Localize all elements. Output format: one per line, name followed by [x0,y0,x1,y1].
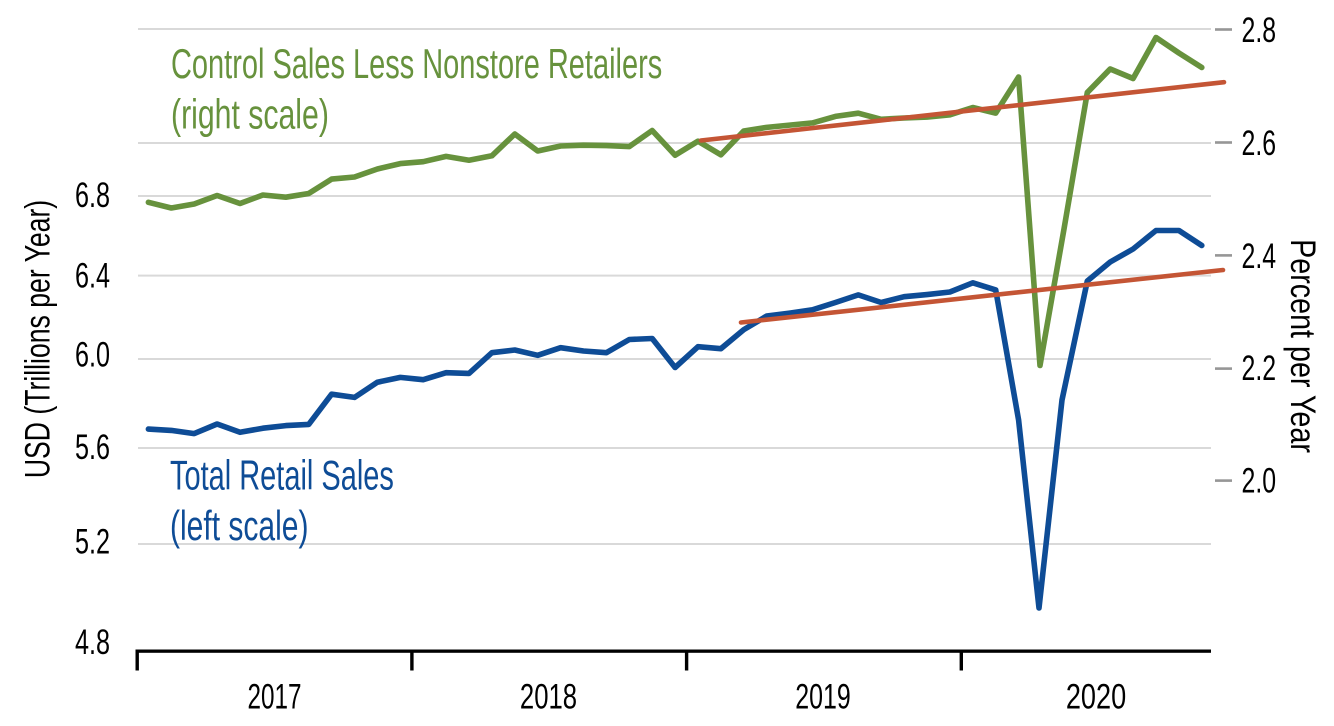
svg-text:2.4: 2.4 [1242,238,1277,276]
svg-text:2018: 2018 [520,677,577,717]
svg-text:(left scale): (left scale) [170,502,308,549]
svg-text:Control Sales Less Nonstore Re: Control Sales Less Nonstore Retailers [171,39,662,87]
svg-text:(right scale): (right scale) [171,90,329,137]
svg-text:USD (Trillions per Year): USD (Trillions per Year) [18,200,57,478]
svg-text:5.2: 5.2 [75,523,110,562]
svg-text:4.8: 4.8 [75,623,110,662]
svg-text:6.8: 6.8 [75,176,110,215]
svg-text:6.4: 6.4 [75,257,110,296]
svg-text:2019: 2019 [795,677,850,716]
svg-text:2017: 2017 [247,678,301,716]
svg-text:6.0: 6.0 [75,335,110,374]
svg-text:2020: 2020 [1066,677,1126,716]
svg-text:2.6: 2.6 [1242,125,1277,163]
svg-text:Percent per Year: Percent per Year [1283,239,1322,453]
svg-text:Total Retail Sales: Total Retail Sales [170,451,394,499]
svg-text:2.8: 2.8 [1242,12,1277,50]
svg-text:2.2: 2.2 [1242,350,1277,388]
svg-text:2.0: 2.0 [1242,463,1277,501]
svg-text:5.6: 5.6 [75,428,110,467]
